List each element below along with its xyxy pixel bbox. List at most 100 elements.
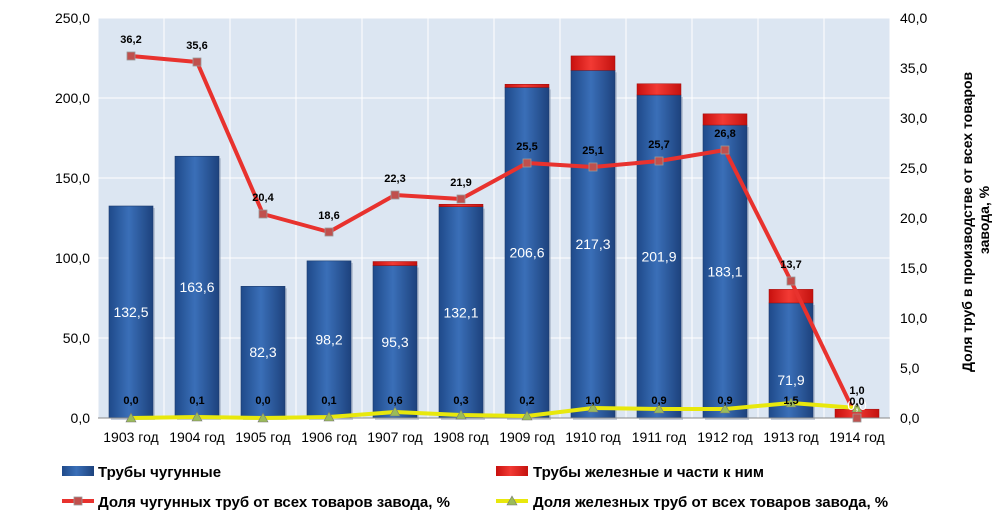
legend-label: Доля железных труб от всех товаров завод… xyxy=(533,494,888,511)
line-cast-iron-share xyxy=(130,54,859,419)
lines xyxy=(125,51,863,423)
x-tick-label: 1903 год xyxy=(103,429,158,445)
y-right-tick-label: 15,0 xyxy=(900,260,927,276)
right-axis-title-line2: завода, % xyxy=(976,185,992,254)
bar-value-label: 95,3 xyxy=(381,334,408,350)
point-iron-share xyxy=(521,410,533,421)
bar-cast-iron xyxy=(504,87,550,419)
iron-share-label: 1,0 xyxy=(849,385,864,397)
point-iron-share xyxy=(323,411,335,422)
bar-iron xyxy=(438,203,484,207)
x-tick-label: 1906 год xyxy=(301,429,356,445)
bar-iron xyxy=(372,261,418,266)
bar-value-label: 82,3 xyxy=(249,344,276,360)
x-tick-label: 1912 год xyxy=(697,429,752,445)
bar-value-label: 98,2 xyxy=(315,331,342,347)
x-tick-label: 1907 год xyxy=(367,429,422,445)
bar-value-label: 183,1 xyxy=(707,264,742,280)
point-cast-iron-share xyxy=(522,158,532,168)
cast-iron-share-label: 0,0 xyxy=(849,396,864,408)
legend-label: Доля чугунных труб от всех товаров завод… xyxy=(98,494,450,511)
x-tick-label: 1911 год xyxy=(632,429,686,445)
point-iron-share xyxy=(257,412,269,423)
bar-iron xyxy=(570,55,616,71)
bar-cast-iron xyxy=(174,155,220,419)
legend-swatch-blue xyxy=(62,466,94,476)
point-cast-iron-share xyxy=(588,162,598,172)
iron-share-label: 0,9 xyxy=(651,395,666,407)
y-right-tick-label: 10,0 xyxy=(900,310,927,326)
x-tick-label: 1914 год xyxy=(829,429,884,445)
x-axis: 1903 год 1904 год 1905 год 1906 год 1907 год… xyxy=(103,429,884,445)
legend-item-cast-iron-bars: Трубы чугунные xyxy=(62,464,221,481)
bar-iron xyxy=(768,289,814,304)
right-axis-title: Доля труб в производстве от всех товаров… xyxy=(959,68,992,372)
left-axis: 0,0 50,0 100,0 150,0 200,0 250,0 xyxy=(55,10,90,426)
cast-iron-share-label: 21,9 xyxy=(450,177,471,189)
bar-value-label: 201,9 xyxy=(641,248,676,264)
bar-cast-iron xyxy=(702,124,748,419)
legend-item-cast-iron-share-line: Доля чугунных труб от всех товаров завод… xyxy=(62,494,450,511)
bar-value-label: 71,9 xyxy=(777,372,804,388)
grid-lines xyxy=(97,17,891,419)
point-cast-iron-share xyxy=(258,209,268,219)
point-iron-share xyxy=(125,412,137,423)
bar-cast-iron xyxy=(372,265,418,419)
point-cast-iron-share xyxy=(654,156,664,166)
point-iron-share xyxy=(389,406,401,417)
cast-iron-share-label: 25,7 xyxy=(648,139,669,151)
cast-iron-share-label: 35,6 xyxy=(186,40,207,52)
y-left-tick-label: 0,0 xyxy=(71,410,91,426)
right-axis-title-line1: Доля труб в производстве от всех товаров xyxy=(959,72,975,373)
y-left-tick-label: 50,0 xyxy=(63,330,90,346)
point-cast-iron-share xyxy=(390,190,400,200)
point-iron-share xyxy=(455,409,467,420)
cast-iron-share-label: 22,3 xyxy=(384,173,405,185)
y-right-tick-label: 40,0 xyxy=(900,10,927,26)
legend: Трубы чугунные Трубы железные и части к … xyxy=(62,464,888,511)
point-cast-iron-share xyxy=(126,51,136,61)
cast-iron-share-label: 18,6 xyxy=(318,210,339,222)
bar-cast-iron xyxy=(570,70,616,419)
iron-share-label: 0,2 xyxy=(519,395,534,407)
cast-iron-share-label: 26,8 xyxy=(714,128,735,140)
legend-item-iron-share-line: Доля железных труб от всех товаров завод… xyxy=(496,494,888,511)
iron-share-label: 1,0 xyxy=(585,395,600,407)
bar-value-label: 206,6 xyxy=(509,245,544,261)
legend-label: Трубы чугунные xyxy=(98,464,221,481)
iron-share-label: 0,3 xyxy=(453,395,468,407)
bar-value-label: 132,5 xyxy=(113,304,148,320)
x-tick-label: 1908 год xyxy=(433,429,488,445)
legend-item-iron-bars: Трубы железные и части к ним xyxy=(496,464,764,481)
cast-iron-share-label: 36,2 xyxy=(120,34,141,46)
iron-share-label: 0,0 xyxy=(255,395,270,407)
bar-cast-iron xyxy=(636,94,682,419)
y-right-tick-label: 5,0 xyxy=(900,360,920,376)
point-iron-share xyxy=(191,411,203,422)
bar-cast-iron xyxy=(306,260,352,419)
cast-iron-share-label: 25,1 xyxy=(582,145,603,157)
point-iron-share xyxy=(851,402,863,413)
legend-swatch-red xyxy=(496,466,528,476)
point-cast-iron-share xyxy=(852,413,862,423)
right-axis: 0,0 5,0 10,0 15,0 20,0 25,0 30,0 35,0 40,0 xyxy=(900,10,927,426)
bar-iron xyxy=(702,113,748,126)
bar-cast-iron xyxy=(438,206,484,419)
bar-cast-iron xyxy=(108,205,154,419)
y-left-tick-label: 100,0 xyxy=(55,250,90,266)
point-cast-iron-share xyxy=(456,194,466,204)
bar-iron xyxy=(504,83,550,88)
y-right-tick-label: 20,0 xyxy=(900,210,927,226)
bar-cast-iron xyxy=(240,286,286,419)
iron-share-label: 0,0 xyxy=(123,395,138,407)
point-cast-iron-share xyxy=(192,57,202,67)
bar-value-label: 0,0 xyxy=(847,397,867,413)
bar-value-label: 163,6 xyxy=(179,279,214,295)
bars xyxy=(108,55,880,421)
y-left-tick-label: 250,0 xyxy=(55,10,90,26)
y-right-tick-label: 35,0 xyxy=(900,60,927,76)
x-tick-label: 1904 год xyxy=(169,429,224,445)
bar-iron xyxy=(636,83,682,96)
iron-share-label: 1,5 xyxy=(783,395,798,407)
